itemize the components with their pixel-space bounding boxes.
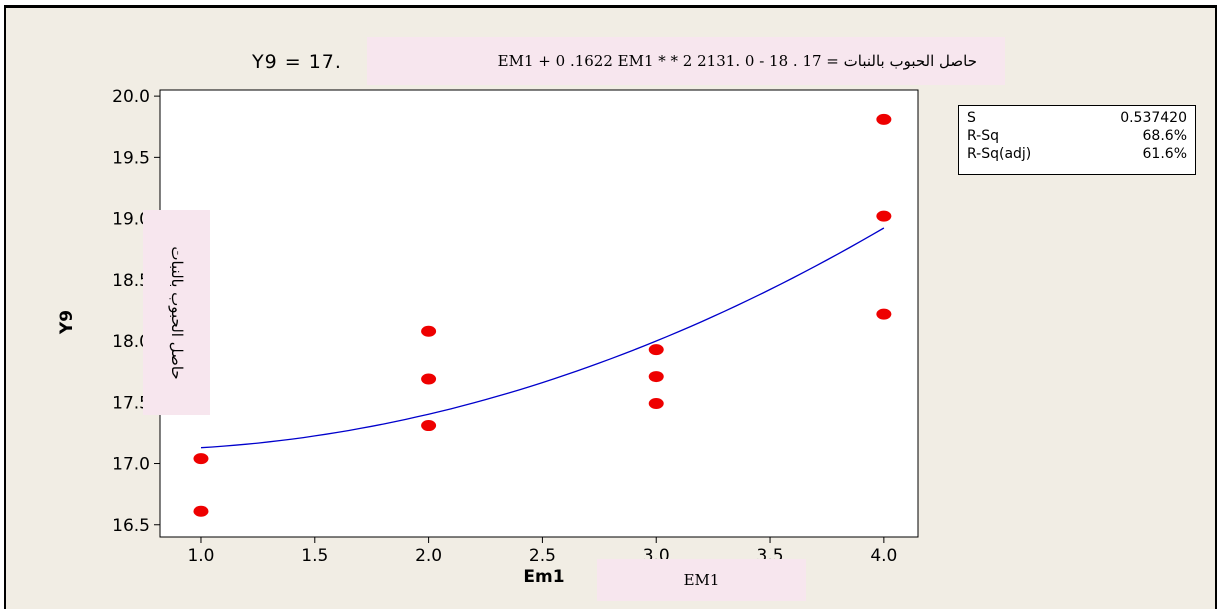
plot-area bbox=[159, 89, 919, 538]
x-tick-label: 4.0 bbox=[870, 546, 897, 566]
data-point bbox=[193, 505, 209, 517]
x-tick-label: 1.0 bbox=[187, 546, 214, 566]
data-point bbox=[421, 420, 437, 432]
x-tick-label: 2.0 bbox=[415, 546, 442, 566]
y-tick-label: 17.0 bbox=[112, 455, 150, 475]
data-point bbox=[648, 344, 664, 356]
y-tick-label: 18.0 bbox=[112, 332, 150, 352]
data-point bbox=[421, 325, 437, 337]
data-point bbox=[421, 373, 437, 385]
stat-label: R-Sq bbox=[967, 128, 999, 144]
equation-text: حاصل الحبوب بالنبات = 17 . 18 - 0 .2131 … bbox=[497, 52, 977, 70]
data-point bbox=[193, 453, 209, 465]
y-tick-label: 20.0 bbox=[112, 87, 150, 107]
y-tick-label: 19.0 bbox=[112, 210, 150, 230]
x-label-overlay: EM1 bbox=[597, 559, 806, 601]
stat-row-rsq: R-Sq 68.6% bbox=[967, 127, 1187, 145]
stat-label: R-Sq(adj) bbox=[967, 146, 1032, 162]
regression-stats-box: S 0.537420 R-Sq 68.6% R-Sq(adj) 61.6% bbox=[958, 105, 1196, 175]
fitted-regression-line bbox=[200, 227, 885, 449]
data-point bbox=[648, 371, 664, 383]
data-point bbox=[876, 113, 892, 125]
equation-overlay: حاصل الحبوب بالنبات = 17 . 18 - 0 .2131 … bbox=[367, 37, 1005, 85]
y-tick-label: 18.5 bbox=[112, 271, 150, 291]
y-label-overlay-text: حاصل الحبوب بالنبات bbox=[167, 245, 186, 380]
y-label-overlay: حاصل الحبوب بالنبات bbox=[143, 210, 210, 415]
stat-row-rsq-adj: R-Sq(adj) 61.6% bbox=[967, 145, 1187, 163]
x-axis-label: Em1 bbox=[523, 567, 564, 587]
data-point bbox=[648, 398, 664, 410]
x-tick-label: 2.5 bbox=[529, 546, 556, 566]
data-point bbox=[876, 308, 892, 320]
chart-title: Y9 = 17. bbox=[251, 51, 342, 73]
stat-value: 68.6% bbox=[1142, 128, 1187, 144]
y-tick-label: 16.5 bbox=[112, 516, 150, 536]
y-axis-label: Y9 bbox=[57, 310, 77, 335]
y-tick-label: 19.5 bbox=[112, 148, 150, 168]
stat-label: S bbox=[967, 110, 976, 126]
x-tick-label: 1.5 bbox=[301, 546, 328, 566]
data-point bbox=[876, 210, 892, 222]
stat-row-s: S 0.537420 bbox=[967, 109, 1187, 127]
stat-value: 61.6% bbox=[1142, 146, 1187, 162]
stat-value: 0.537420 bbox=[1120, 110, 1187, 126]
x-label-overlay-text: EM1 bbox=[683, 571, 720, 589]
y-tick-label: 17.5 bbox=[112, 393, 150, 413]
